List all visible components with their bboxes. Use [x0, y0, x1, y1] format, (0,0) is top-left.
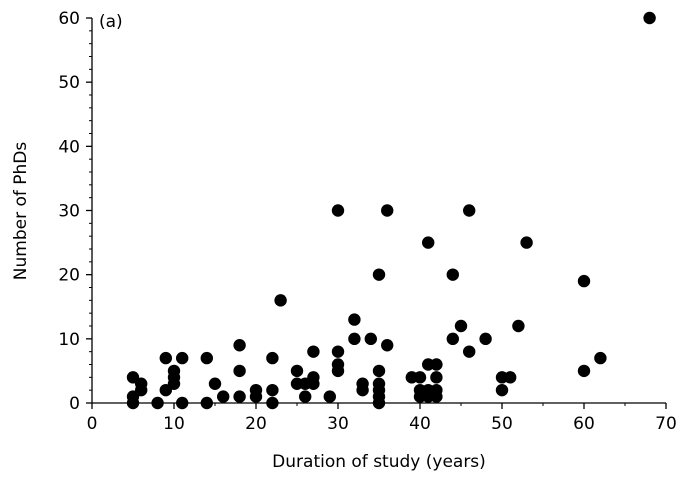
data-point — [299, 390, 312, 403]
data-point — [200, 396, 213, 410]
data-point — [381, 204, 394, 217]
data-point — [504, 371, 517, 384]
x-tick-label: 10 — [163, 414, 185, 434]
data-point — [331, 364, 345, 378]
y-tick-label: 10 — [58, 330, 80, 350]
y-tick-label: 0 — [69, 394, 80, 414]
data-point — [135, 383, 148, 397]
data-point — [331, 345, 345, 358]
data-point — [463, 204, 476, 217]
data-point — [577, 274, 591, 288]
x-tick-label: 60 — [573, 414, 595, 434]
data-point — [643, 11, 656, 25]
data-point — [479, 332, 492, 346]
y-tick-label: 50 — [58, 73, 80, 93]
x-tick-label: 50 — [491, 414, 513, 434]
data-point — [594, 351, 607, 365]
x-tick-label: 30 — [327, 414, 349, 434]
axis-ticks: 0 10 20 30 40 50 60 70 0 10 20 30 40 50 60 — [58, 9, 676, 434]
data-point — [372, 396, 386, 410]
data-point — [372, 364, 386, 378]
data-point — [348, 313, 361, 326]
x-axis-label: Duration of study (years) — [272, 452, 486, 472]
data-point — [446, 268, 459, 281]
data-point — [348, 332, 361, 346]
data-point — [290, 364, 304, 378]
data-point — [266, 351, 279, 365]
data-point — [249, 390, 263, 403]
data-point — [454, 319, 468, 333]
data-point — [430, 358, 443, 371]
data-point — [176, 351, 189, 365]
data-point — [430, 390, 443, 403]
data-point — [307, 377, 320, 390]
data-point — [233, 339, 246, 352]
x-tick-label: 20 — [245, 414, 267, 434]
data-point — [413, 371, 427, 384]
data-point — [512, 319, 525, 333]
data-point — [159, 351, 172, 365]
y-tick-label: 30 — [58, 202, 80, 222]
data-point — [200, 351, 213, 365]
data-point — [422, 236, 435, 249]
data-point — [372, 268, 386, 281]
data-point — [274, 294, 287, 307]
data-point — [495, 383, 509, 397]
data-point — [577, 364, 591, 378]
y-axis-label: Number of PhDs — [11, 142, 31, 281]
x-tick-label: 40 — [409, 414, 431, 434]
data-point — [331, 204, 345, 217]
data-point — [208, 377, 222, 390]
x-tick-label: 0 — [87, 414, 98, 434]
data-point — [446, 332, 459, 346]
data-point — [307, 345, 320, 358]
data-point — [520, 236, 533, 249]
data-point — [381, 339, 394, 352]
data-point — [167, 377, 181, 390]
data-point — [356, 383, 369, 397]
y-tick-label: 60 — [58, 9, 80, 29]
x-tick-label: 70 — [655, 414, 677, 434]
panel-label: (a) — [99, 12, 123, 32]
data-point — [233, 390, 246, 403]
y-tick-label: 20 — [58, 266, 80, 286]
data-point — [176, 396, 189, 410]
data-points — [126, 11, 656, 410]
y-tick-label: 40 — [58, 137, 80, 157]
data-point — [323, 390, 336, 403]
data-point — [233, 364, 246, 378]
data-point — [126, 396, 140, 410]
data-point — [217, 390, 230, 403]
data-point — [151, 396, 164, 410]
data-point — [266, 396, 279, 410]
data-point — [364, 332, 377, 346]
data-point — [430, 371, 443, 384]
data-point — [463, 345, 476, 358]
data-point — [266, 383, 279, 397]
